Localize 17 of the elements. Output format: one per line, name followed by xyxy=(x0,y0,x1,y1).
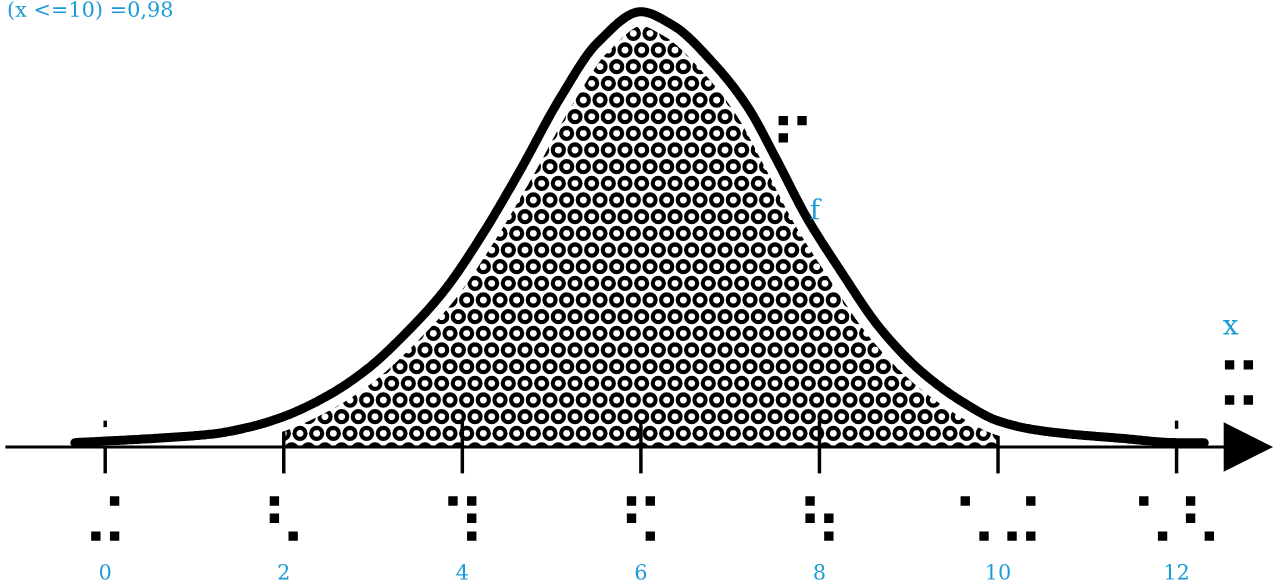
text: ⠳ xyxy=(805,496,834,541)
text: ⠬ xyxy=(91,496,120,541)
x-tick-label: 8 xyxy=(814,564,825,580)
series-label: ⠋ f xyxy=(778,115,822,220)
x-tick-label: 2 xyxy=(278,564,289,580)
text: ⠡⠣ xyxy=(1139,496,1215,541)
text: ⠫ xyxy=(626,496,655,541)
text: ⠡⠬ xyxy=(960,496,1036,541)
text: ⠹ xyxy=(448,496,477,541)
x-tick-label: 10 xyxy=(987,564,1010,580)
x-tick-label: 0 xyxy=(99,564,111,580)
text: ⠣ xyxy=(269,496,298,541)
x-axis-title: x ⠭ xyxy=(1223,320,1254,405)
x-tick-label: 4 xyxy=(456,564,468,580)
x-tick-label: 6 xyxy=(635,564,647,580)
chart-title: (x <=10) =0,98 xyxy=(8,0,173,20)
x-tick-label: 12 xyxy=(1165,564,1188,580)
